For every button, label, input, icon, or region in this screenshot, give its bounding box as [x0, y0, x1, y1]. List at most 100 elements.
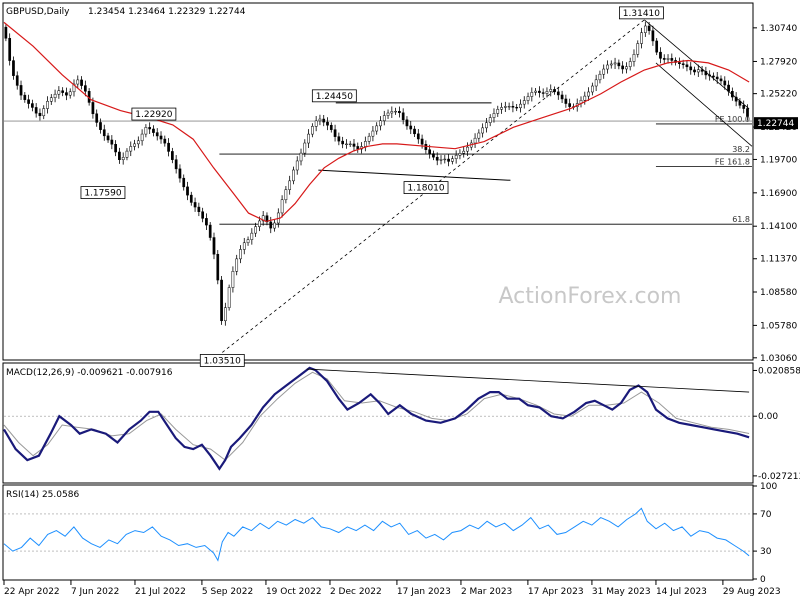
- candle-body: [386, 112, 390, 116]
- candle-body: [481, 127, 484, 134]
- candle-body: [477, 132, 481, 139]
- candle-body: [700, 69, 704, 72]
- candle-body: [367, 135, 371, 142]
- candle-body: [530, 92, 534, 97]
- candle-body: [314, 120, 318, 127]
- candle-body: [329, 124, 333, 130]
- candle-body: [288, 180, 292, 190]
- price-y-tick-label: 1.14100: [760, 222, 797, 232]
- candle-body: [382, 115, 386, 121]
- candle-body: [662, 58, 666, 60]
- candle-body: [223, 307, 227, 322]
- candle-body: [205, 218, 208, 226]
- candle-body: [295, 160, 299, 171]
- candle-body: [125, 150, 129, 158]
- macd-signal-line: [3, 371, 750, 461]
- candle-body: [591, 85, 594, 93]
- candle-body: [68, 91, 72, 96]
- macd-title: MACD(12,26,9) -0.009621 -0.007916: [6, 368, 173, 378]
- candle-body: [625, 66, 628, 70]
- candle-body: [72, 83, 76, 93]
- price-y-tick-label: 1.05780: [760, 321, 797, 331]
- annotation-box: [619, 6, 664, 20]
- annotation-label: 1.18010: [407, 184, 444, 194]
- price-y-tick-label: 1.03060: [760, 354, 797, 364]
- candle-body: [269, 221, 273, 229]
- candle-body: [178, 168, 182, 179]
- price-y-tick-label: 1.16900: [760, 189, 797, 199]
- candle-body: [197, 206, 201, 212]
- candle-body: [27, 99, 30, 104]
- candle-body: [356, 146, 360, 150]
- candle-body: [466, 146, 469, 152]
- candle-body: [227, 287, 231, 308]
- candle-body: [15, 75, 19, 86]
- candle-body: [284, 189, 288, 201]
- candle-body: [439, 159, 443, 161]
- x-tick-label: 31 May 2023: [592, 587, 651, 597]
- candle-body: [216, 253, 220, 281]
- candle-body: [458, 152, 462, 156]
- annotation-box: [311, 89, 357, 103]
- rsi-y-tick-label: 70: [760, 510, 772, 520]
- candle-body: [61, 90, 64, 93]
- annotation-box: [131, 107, 177, 121]
- x-tick-label: 29 Aug 2023: [723, 587, 781, 597]
- candle-body: [371, 130, 375, 137]
- candle-body: [609, 63, 613, 66]
- candle-body: [413, 128, 416, 135]
- candle-body: [500, 107, 503, 110]
- candle-body: [258, 220, 261, 227]
- candle-body: [102, 129, 106, 137]
- candle-body: [152, 128, 155, 133]
- candle-body: [318, 118, 322, 122]
- candle-body: [140, 133, 144, 142]
- candle-body: [670, 58, 674, 61]
- candle-body: [394, 110, 397, 113]
- level-label: 61.8: [732, 215, 750, 224]
- macd-trendline: [306, 368, 750, 393]
- candle-body: [53, 93, 57, 98]
- macd-y-tick-label: -0.027213: [758, 472, 800, 482]
- candle-body: [519, 103, 522, 109]
- rsi-title: RSI(14) 25.0586: [6, 490, 79, 500]
- candle-body: [390, 111, 394, 114]
- candle-body: [583, 95, 587, 101]
- price-y-tick-label: 1.11370: [760, 255, 797, 265]
- candle-body: [451, 158, 454, 162]
- candle-body: [488, 117, 492, 123]
- rsi-y-tick-label: 30: [760, 547, 772, 557]
- candle-body: [246, 239, 250, 244]
- candle-body: [242, 242, 246, 250]
- candle-body: [212, 237, 216, 255]
- candle-body: [337, 136, 341, 142]
- level-label: 38.2: [732, 145, 750, 154]
- candle-body: [23, 94, 27, 100]
- rsi-y-tick-label: 100: [760, 482, 777, 492]
- candle-body: [106, 135, 110, 141]
- rsi-y-tick-label: 0: [760, 575, 766, 585]
- candle-body: [454, 155, 458, 159]
- candle-body: [174, 159, 178, 170]
- candle-body: [189, 194, 193, 203]
- candle-body: [704, 71, 708, 76]
- candle-body: [363, 141, 367, 147]
- candle-body: [689, 66, 693, 71]
- watermark: ActionForex.com: [499, 284, 682, 309]
- candle-body: [76, 79, 80, 85]
- candle-body: [598, 73, 602, 81]
- candle-body: [4, 26, 8, 39]
- x-tick-label: 2 Dec 2022: [330, 587, 382, 597]
- candle-body: [311, 126, 314, 135]
- candle-body: [678, 62, 681, 64]
- candle-body: [746, 108, 749, 117]
- macd-y-tick-label: 0.020858: [758, 366, 800, 376]
- candle-body: [163, 138, 167, 144]
- macd-panel-frame: [2, 362, 754, 484]
- candle-body: [12, 60, 15, 76]
- candle-body: [666, 58, 670, 60]
- candle-body: [432, 153, 435, 158]
- candle-body: [617, 62, 621, 67]
- candle-body: [731, 91, 734, 98]
